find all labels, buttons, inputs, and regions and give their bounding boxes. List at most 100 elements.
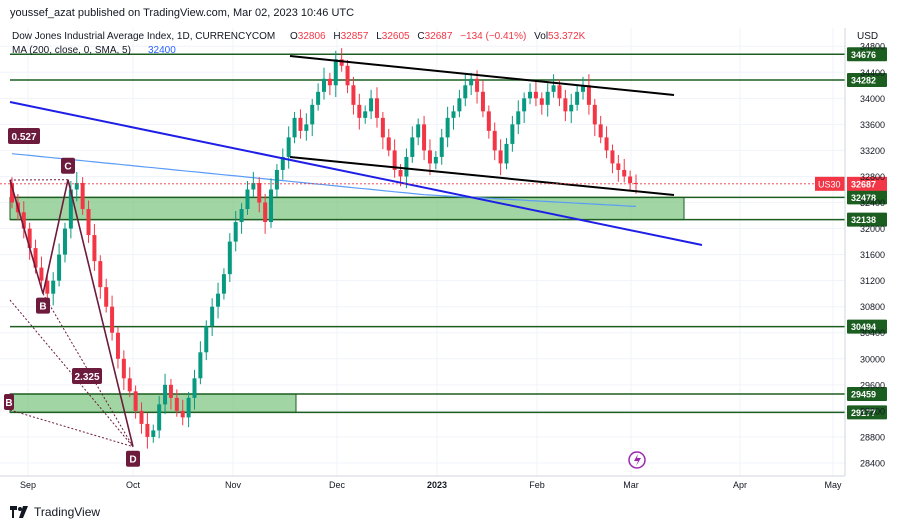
candle-body <box>374 98 379 118</box>
candle-body <box>416 124 421 138</box>
candle-body <box>504 143 509 164</box>
candle-body <box>21 212 26 229</box>
candle-body <box>451 111 456 118</box>
publisher-line: youssef_azat published on TradingView.co… <box>10 7 355 19</box>
candle-body <box>398 169 403 177</box>
level-tag <box>847 405 887 420</box>
price-tick-label: 30800 <box>860 302 885 312</box>
candle-body <box>168 384 173 398</box>
grid <box>0 28 845 476</box>
candle-body <box>610 150 615 164</box>
level-tag-label: 30494 <box>851 322 876 332</box>
level-tag-label: 32138 <box>851 215 876 225</box>
symbol-tag-label: US30 <box>818 179 841 189</box>
ratio-badge <box>72 368 102 384</box>
price-tick-label: 29200 <box>860 406 885 416</box>
candle-body <box>245 189 250 210</box>
candle-body <box>204 326 209 353</box>
trendlines: US30 32687 <box>0 55 887 246</box>
candle-body <box>186 397 191 418</box>
pattern-point-label: B <box>39 302 46 313</box>
candle-body <box>616 163 621 170</box>
candle-body <box>274 169 279 190</box>
candle-body <box>192 378 197 398</box>
candle-body <box>251 182 256 190</box>
candle-body <box>269 189 274 223</box>
candle-body <box>157 404 162 431</box>
candle-body <box>469 78 474 86</box>
price-axis: 28400 28800 29200 29600 30000 30400 30800 31200… <box>844 28 885 476</box>
ratio-badge <box>4 394 14 410</box>
candle-body <box>57 254 62 281</box>
price-tick-label: 34400 <box>860 68 885 78</box>
pattern-legs <box>9 179 134 447</box>
candle-body <box>180 410 185 418</box>
time-tick-label: 2023 <box>427 480 447 490</box>
candles <box>10 48 638 449</box>
level-tag <box>847 212 887 227</box>
price-tick-label: 29600 <box>860 380 885 390</box>
pattern-point-label: C <box>64 162 71 173</box>
candle-body <box>174 397 179 411</box>
candle-body <box>486 111 491 131</box>
symbol-tag <box>815 176 845 191</box>
candle-body <box>33 248 38 268</box>
candle-body <box>498 150 503 164</box>
pattern-point-B <box>36 297 50 314</box>
lightning-bolt-icon <box>634 454 641 466</box>
candle-body <box>357 104 362 118</box>
candle-body <box>221 274 226 294</box>
candle-body <box>263 202 268 223</box>
price-tick-label: 32800 <box>860 172 885 182</box>
candle-body <box>439 137 444 157</box>
ma-line <box>11 153 637 207</box>
price-tick-label: 33200 <box>860 146 885 156</box>
brand-name: TradingView <box>34 505 101 519</box>
price-tick-label: 33600 <box>860 120 885 130</box>
candle-body <box>210 306 215 327</box>
price-tick-label: 34800 <box>860 42 885 52</box>
tradingview-logo-icon <box>10 506 28 518</box>
candle-body <box>363 111 368 118</box>
candle-body <box>545 91 550 105</box>
candle-body <box>598 124 603 138</box>
level-tag-label: 34676 <box>851 50 876 60</box>
candle-body <box>27 228 32 249</box>
candle-body <box>310 104 315 125</box>
ma-label: MA (200, close, 0, SMA, 5) <box>12 45 131 56</box>
candle-body <box>480 91 485 112</box>
candle-body <box>604 137 609 151</box>
footer: TradingView <box>10 505 100 519</box>
ratio-badge <box>8 128 40 144</box>
legend-ohlc: O32806 H32857 L32605 C32687 −134 (−0.41%… <box>290 31 586 42</box>
pattern-point-label: D <box>129 455 136 466</box>
candle-body <box>68 189 73 229</box>
candle-body <box>45 280 50 294</box>
harmonic-pattern: C B D 0.527 2.325 B <box>4 128 646 469</box>
candle-body <box>563 98 568 112</box>
channel-lower-line <box>289 156 675 196</box>
candle-body <box>198 352 203 379</box>
level-tag <box>847 47 887 62</box>
candle-body <box>510 124 515 144</box>
zones <box>9 196 685 413</box>
pattern-point-C <box>61 157 75 174</box>
support-zone <box>9 393 297 413</box>
candle-body <box>422 124 427 151</box>
ratio-label: 0.527 <box>11 132 36 143</box>
level-tag <box>847 387 887 402</box>
candle-body <box>151 430 156 437</box>
candle-body <box>581 85 586 92</box>
price-tick-label: 28400 <box>860 458 885 468</box>
candle-body <box>410 137 415 157</box>
candle-body <box>345 65 350 86</box>
candle-body <box>327 78 332 86</box>
candle-body <box>121 358 126 379</box>
legend: Dow Jones Industrial Average Index, 1D, … <box>12 31 586 56</box>
candle-body <box>74 182 79 190</box>
candle-body <box>463 85 468 99</box>
support-zone <box>9 196 685 221</box>
lightning-icon <box>628 451 646 469</box>
currency-label: USD <box>857 31 878 42</box>
